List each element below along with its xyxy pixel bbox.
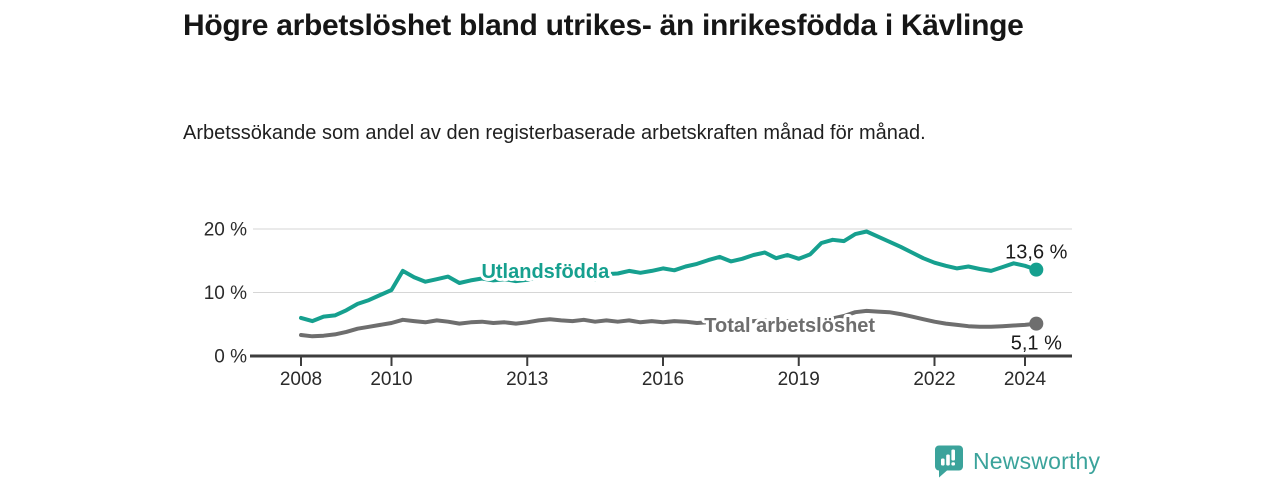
newsworthy-logo-icon xyxy=(935,445,963,478)
series-end-value-total-arbetsloshet: 5,1 % xyxy=(1011,333,1062,355)
x-tick-label: 2016 xyxy=(642,369,684,390)
x-tick-label: 2024 xyxy=(1004,369,1047,390)
line-chart: 0 % 10 % 20 % 2008 2010 2013 2016 2019 2022 2024 U… xyxy=(180,205,1090,400)
x-tick-label: 2010 xyxy=(370,369,412,390)
series-line-total-arbetsloshet xyxy=(299,308,1039,339)
series-label-utlandsfodda: Utlandsfödda xyxy=(481,261,610,283)
x-tick-label: 2013 xyxy=(506,369,548,390)
y-tick-label: 20 % xyxy=(204,220,247,241)
series-end-dot-utlandsfodda xyxy=(1029,262,1044,277)
chart-title: Högre arbetslöshet bland utrikes- än inr… xyxy=(183,9,1024,42)
series-line-utlandsfodda xyxy=(299,229,1039,324)
x-tick-label: 2019 xyxy=(778,369,820,390)
newsworthy-logo-text: Newsworthy xyxy=(973,448,1101,474)
x-tick-label: 2022 xyxy=(913,369,955,390)
x-tick-label: 2008 xyxy=(280,369,322,390)
series-label-total-arbetsloshet: Total arbetslöshet xyxy=(704,315,875,337)
y-tick-label: 0 % xyxy=(214,347,247,368)
y-tick-label: 10 % xyxy=(204,283,247,304)
chart-canvas: 0 % 10 % 20 % 2008 2010 2013 2016 2019 2022 2024 U… xyxy=(204,220,1072,390)
series-end-value-utlandsfodda: 13,6 % xyxy=(1005,242,1067,264)
series-end-dot-total-arbetsloshet xyxy=(1029,316,1044,331)
newsworthy-brand: Newsworthy xyxy=(934,445,1100,478)
chart-subtitle: Arbetssökande som andel av den registerb… xyxy=(183,122,926,144)
